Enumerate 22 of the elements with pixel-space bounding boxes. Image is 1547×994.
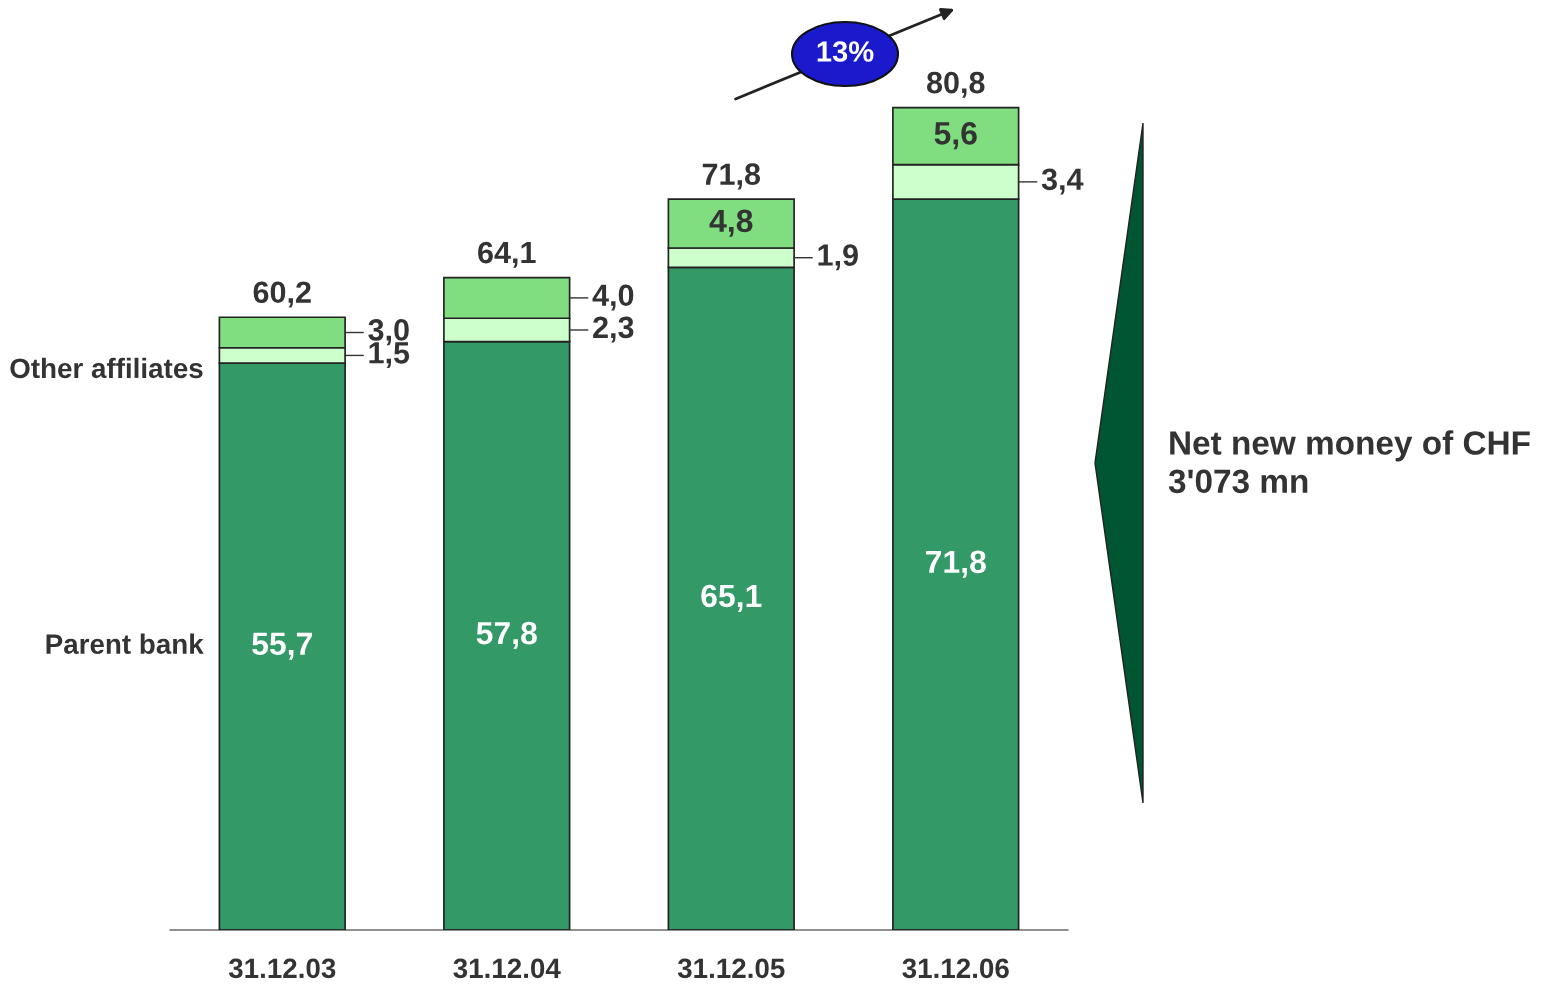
data-label: 1,9 [818,244,858,271]
text: 13% [817,41,874,62]
x-tick-label: 31.12.04 [453,958,561,979]
data-label: 71,8 [926,550,986,578]
total-label: 80,8 [926,71,985,98]
x-tick-label: 31.12.05 [677,958,785,979]
text: Net new money of CHF 3'073 mn [1168,430,1530,494]
data-label: 2,3 [593,316,634,343]
data-label: 4,8 [709,209,753,237]
data-label: 4,0 [592,284,634,311]
total-label: 64,1 [478,241,536,268]
data-label: 65,1 [701,584,762,612]
data-label: 3,4 [1041,168,1084,195]
data-label: 55,7 [252,632,312,660]
series-label: Other affiliates [10,357,203,379]
x-tick-label: 31.12.06 [902,958,1009,979]
data-label: 57,8 [476,621,537,650]
total-label: 71,8 [702,163,761,190]
total-label: 60,2 [253,281,311,308]
x-tick-label: 31.12.03 [228,958,336,979]
series-label: Parent bank [46,633,204,654]
data-label: 5,6 [934,122,977,150]
